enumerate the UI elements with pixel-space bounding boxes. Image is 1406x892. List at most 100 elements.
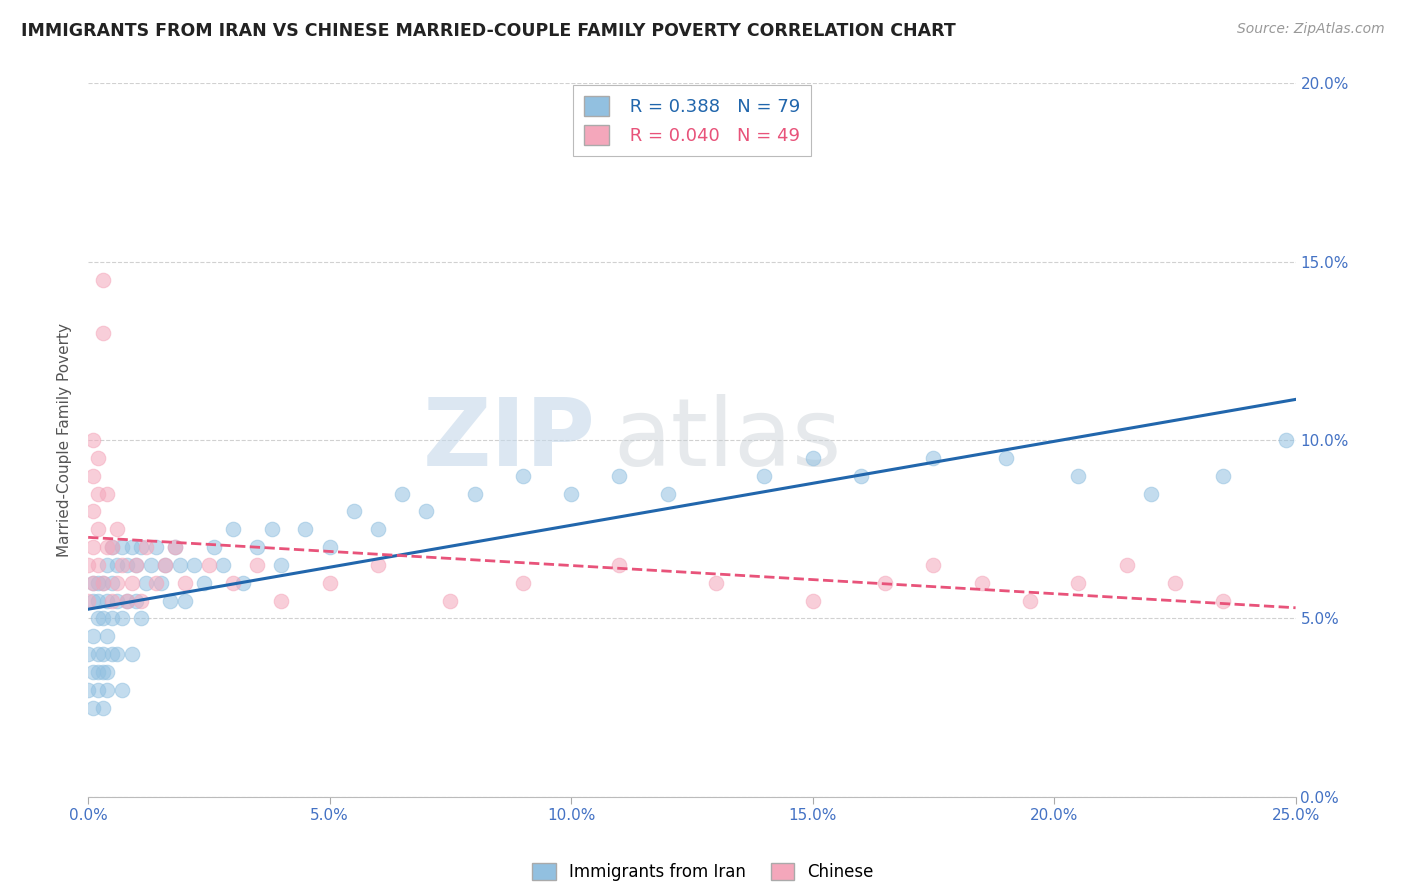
Point [155, 558, 177, 572]
Point [1067, 468, 1090, 483]
Point [169, 558, 191, 572]
Point [922, 558, 945, 572]
Point [77, 558, 100, 572]
Point [115, 558, 138, 572]
Point [1164, 575, 1187, 590]
Point [82, 540, 104, 554]
Point [111, 682, 134, 697]
Point [165, 540, 187, 554]
Point [82, 700, 104, 714]
Point [704, 575, 727, 590]
Point [91, 575, 114, 590]
Point [873, 575, 896, 590]
Point [464, 486, 486, 500]
Point [343, 504, 366, 518]
Point [294, 522, 316, 536]
Point [121, 540, 143, 554]
Text: atlas: atlas [613, 394, 842, 486]
Point [121, 575, 143, 590]
Point [609, 558, 631, 572]
Point [198, 558, 221, 572]
Point [82, 575, 104, 590]
Point [1139, 486, 1161, 500]
Point [82, 593, 104, 607]
Point [165, 540, 187, 554]
Point [222, 575, 245, 590]
Point [183, 558, 205, 572]
Point [193, 575, 215, 590]
Point [105, 647, 128, 661]
Point [1212, 468, 1234, 483]
Point [105, 575, 128, 590]
Point [91, 700, 114, 714]
Point [145, 575, 167, 590]
Point [270, 593, 292, 607]
Text: ZIP: ZIP [422, 394, 595, 486]
Point [1067, 575, 1090, 590]
Point [922, 450, 945, 465]
Y-axis label: Married-Couple Family Poverty: Married-Couple Family Poverty [58, 323, 72, 558]
Point [212, 558, 235, 572]
Point [129, 593, 152, 607]
Point [129, 540, 152, 554]
Point [1212, 593, 1234, 607]
Point [391, 486, 413, 500]
Point [101, 540, 124, 554]
Point [82, 629, 104, 643]
Point [82, 504, 104, 518]
Point [1275, 433, 1298, 447]
Point [101, 647, 124, 661]
Point [96, 629, 118, 643]
Point [512, 468, 534, 483]
Point [105, 522, 128, 536]
Point [87, 665, 110, 679]
Point [367, 522, 389, 536]
Point [91, 575, 114, 590]
Point [801, 593, 824, 607]
Point [87, 558, 110, 572]
Point [173, 593, 195, 607]
Point [82, 665, 104, 679]
Point [87, 682, 110, 697]
Point [77, 682, 100, 697]
Point [159, 593, 181, 607]
Point [801, 450, 824, 465]
Point [87, 593, 110, 607]
Point [270, 558, 292, 572]
Legend: Immigrants from Iran, Chinese: Immigrants from Iran, Chinese [526, 856, 880, 888]
Point [101, 540, 124, 554]
Point [125, 558, 148, 572]
Point [91, 665, 114, 679]
Point [125, 593, 148, 607]
Point [994, 450, 1017, 465]
Point [415, 504, 437, 518]
Point [135, 575, 157, 590]
Point [139, 558, 162, 572]
Point [125, 558, 148, 572]
Point [91, 647, 114, 661]
Point [149, 575, 172, 590]
Point [202, 540, 225, 554]
Legend:  R = 0.388   N = 79,  R = 0.040   N = 49: R = 0.388 N = 79, R = 0.040 N = 49 [574, 86, 811, 156]
Point [105, 593, 128, 607]
Point [96, 665, 118, 679]
Point [115, 593, 138, 607]
Point [111, 558, 134, 572]
Point [87, 486, 110, 500]
Point [657, 486, 679, 500]
Point [970, 575, 993, 590]
Point [609, 468, 631, 483]
Point [1019, 593, 1042, 607]
Point [105, 558, 128, 572]
Point [173, 575, 195, 590]
Point [367, 558, 389, 572]
Point [115, 593, 138, 607]
Point [439, 593, 461, 607]
Point [101, 611, 124, 625]
Point [82, 575, 104, 590]
Point [145, 540, 167, 554]
Point [849, 468, 872, 483]
Point [96, 486, 118, 500]
Point [260, 522, 283, 536]
Point [222, 522, 245, 536]
